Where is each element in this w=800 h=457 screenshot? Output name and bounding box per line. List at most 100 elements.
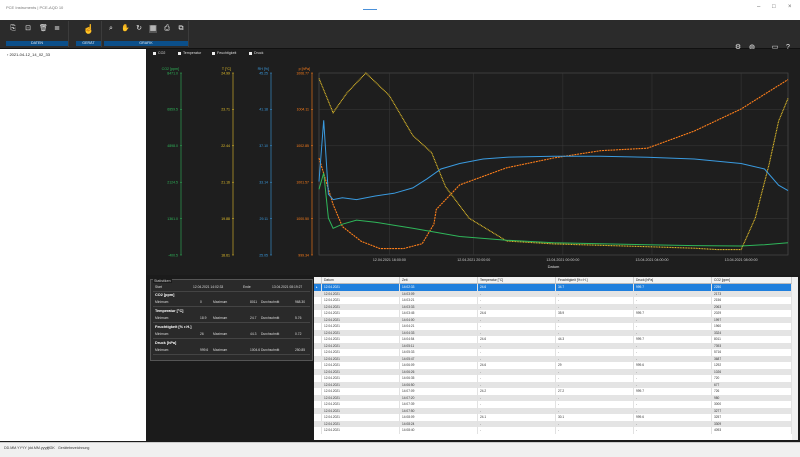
table-cell: 14:04:33 <box>400 329 478 336</box>
table-row[interactable]: 12.04.2021 14:03:45 24.6 35.9 999.7 2029 <box>314 310 792 317</box>
y-tick-label: 1004.11 <box>297 108 309 112</box>
toolbar-group-graphic: ⌕ ✋ ↻ ▦ ⎙ ⧉ GRAFIK <box>104 21 189 47</box>
table-row[interactable]: 12.04.2021 14:07:39- - -3000 <box>314 401 792 408</box>
table-row[interactable]: 12.04.2021 14:04:21- - -1960 <box>314 323 792 330</box>
column-header[interactable]: Temperatur [°C] <box>478 277 556 284</box>
table-row[interactable]: 12.04.2021 14:04:00- - -1997 <box>314 316 792 323</box>
y-tick-label: 1000.50 <box>296 217 309 221</box>
reset-icon[interactable]: ↻ <box>136 25 142 32</box>
toolbar-label-device: GERÄT <box>76 41 101 46</box>
stats-cell: Durchschnitt <box>261 348 280 352</box>
maximize-icon[interactable]: □ <box>772 4 776 10</box>
table-row[interactable]: 12.04.2021 14:06:35- - -720 <box>314 375 792 382</box>
table-scrollbar[interactable] <box>792 277 798 440</box>
table-row[interactable]: 12.04.2021 14:03:21- - -2156 <box>314 297 792 304</box>
table-cell: - <box>556 329 634 336</box>
divider <box>153 354 310 355</box>
table-cell: - <box>634 323 712 330</box>
globe-icon: ◍ <box>748 44 756 51</box>
column-header[interactable]: CO2 [ppm] <box>712 277 792 284</box>
y-tick-label: 22.44 <box>221 144 230 148</box>
table-row[interactable]: ▸ 12.04.2021 14:02:33 24.6 34.7 999.7 2250 <box>314 284 792 291</box>
save-icon[interactable]: ⊡ <box>25 25 31 32</box>
y-tick-label: 37.10 <box>259 144 268 148</box>
zoom-icon[interactable]: ⌕ <box>109 25 113 32</box>
table-row[interactable]: 12.04.2021 14:05:33- - -5716 <box>314 349 792 356</box>
table-cell: - <box>478 297 556 304</box>
column-header[interactable]: Feuchtigkeit [% r.H.] <box>556 277 634 284</box>
table-row[interactable]: 12.04.2021 14:04:54 24.6 44.3 999.7 8011 <box>314 336 792 343</box>
table-row[interactable]: 12.04.2021 14:08:09 24.1 30.1 999.6 3257 <box>314 414 792 421</box>
table-cell: - <box>634 407 712 414</box>
table-cell: - <box>634 427 712 434</box>
export-icon[interactable]: ≣ <box>54 25 60 32</box>
table-cell: 35.9 <box>556 310 634 317</box>
table-row[interactable]: 12.04.2021 14:08:24- - -3309 <box>314 420 792 427</box>
table-cell: 3309 <box>712 420 792 427</box>
table-row[interactable]: 12.04.2021 14:04:33- - -3324 <box>314 329 792 336</box>
close-icon[interactable]: × <box>788 4 792 10</box>
row-marker <box>314 368 322 375</box>
legend-item-co2[interactable]: CO2 <box>153 51 165 55</box>
column-header[interactable]: Druck [hPa] <box>634 277 712 284</box>
end-value: 13.04.2021 08:19:27 <box>272 285 303 289</box>
table-cell: 14:05:33 <box>400 349 478 356</box>
table-cell: - <box>478 329 556 336</box>
table-cell: 14:03:21 <box>400 297 478 304</box>
table-cell: - <box>556 355 634 362</box>
y-tick-label: 25.05 <box>259 253 268 257</box>
program-icon: ▭ <box>771 44 779 51</box>
minimize-icon[interactable]: – <box>757 4 761 10</box>
table-row[interactable]: 12.04.2021 14:06:09 24.6 29 999.6 1292 <box>314 362 792 369</box>
pan-hand-icon[interactable]: ✋ <box>121 25 130 32</box>
table-row[interactable]: 12.04.2021 14:03:33- - -2063 <box>314 303 792 310</box>
table-cell: 3687 <box>712 355 792 362</box>
y-tick-label: 8471.0 <box>167 71 178 75</box>
delete-icon[interactable]: 🗑 <box>39 25 48 32</box>
legend-item-temperature[interactable]: Temperatur <box>178 51 201 55</box>
table-cell: 2250 <box>712 284 792 291</box>
table-row[interactable]: 12.04.2021 14:07:50- - -3277 <box>314 407 792 414</box>
table-cell: 12.04.2021 <box>322 381 400 388</box>
print-icon[interactable]: ⎙ <box>164 25 170 32</box>
grid-icon[interactable]: ▦ <box>149 25 157 33</box>
column-header[interactable]: Datum <box>322 277 400 284</box>
stats-cell: 0 <box>200 300 202 304</box>
table-cell: - <box>556 303 634 310</box>
table-cell: 12.04.2021 <box>322 336 400 343</box>
table-row[interactable]: 12.04.2021 14:03:09- - -2173 <box>314 290 792 297</box>
table-cell: 12.04.2021 <box>322 420 400 427</box>
column-header[interactable]: Zeit <box>400 277 478 284</box>
tree-item-dataset[interactable]: › 2021-04-12_14_02_33 <box>7 52 50 57</box>
legend-item-humidity[interactable]: Feuchtigkeit <box>212 51 236 55</box>
chart-svg[interactable]: 12.04.2021 16:00:00 12.04.2021 20:00:00 13… <box>147 49 800 275</box>
table-cell: 12.04.2021 <box>322 355 400 362</box>
row-marker <box>314 381 322 388</box>
table-cell: - <box>634 394 712 401</box>
table-cell: - <box>478 375 556 382</box>
table-cell: - <box>556 420 634 427</box>
table-row[interactable]: 12.04.2021 14:07:09 24.2 27.2 999.7 726 <box>314 388 792 395</box>
table-cell: - <box>478 349 556 356</box>
legend-item-pressure[interactable]: Druck <box>249 51 263 55</box>
table-cell: 12.04.2021 <box>322 407 400 414</box>
device-icon[interactable]: ☝ <box>83 24 95 34</box>
table-row[interactable]: 12.04.2021 14:08:40- - -4093 <box>314 427 792 434</box>
table-row[interactable]: 12.04.2021 14:06:50- - -677 <box>314 381 792 388</box>
stats-cell: Maximum <box>213 300 228 304</box>
table-row[interactable]: 12.04.2021 14:05:47- - -3687 <box>314 355 792 362</box>
table-cell: 12.04.2021 <box>322 342 400 349</box>
gear-icon: ⚙ <box>734 44 742 51</box>
stats-cell: Minimum <box>155 348 169 352</box>
stats-cell: 44.3 <box>250 332 257 336</box>
table-cell: 14:06:09 <box>400 362 478 369</box>
table-cell: 24.6 <box>478 336 556 343</box>
table-row[interactable]: 12.04.2021 14:06:26- - -1026 <box>314 368 792 375</box>
table-cell: 1026 <box>712 368 792 375</box>
table-cell: - <box>556 323 634 330</box>
table-row[interactable]: 12.04.2021 14:05:11- - -7393 <box>314 342 792 349</box>
stats-row: Minimum 0 Maximum 8011 Durchschnitt 968.30 <box>155 300 308 305</box>
copy-chart-icon[interactable]: ⧉ <box>178 25 184 32</box>
table-row[interactable]: 12.04.2021 14:07:20- - -980 <box>314 394 792 401</box>
open-icon[interactable]: ⎘ <box>10 25 16 32</box>
